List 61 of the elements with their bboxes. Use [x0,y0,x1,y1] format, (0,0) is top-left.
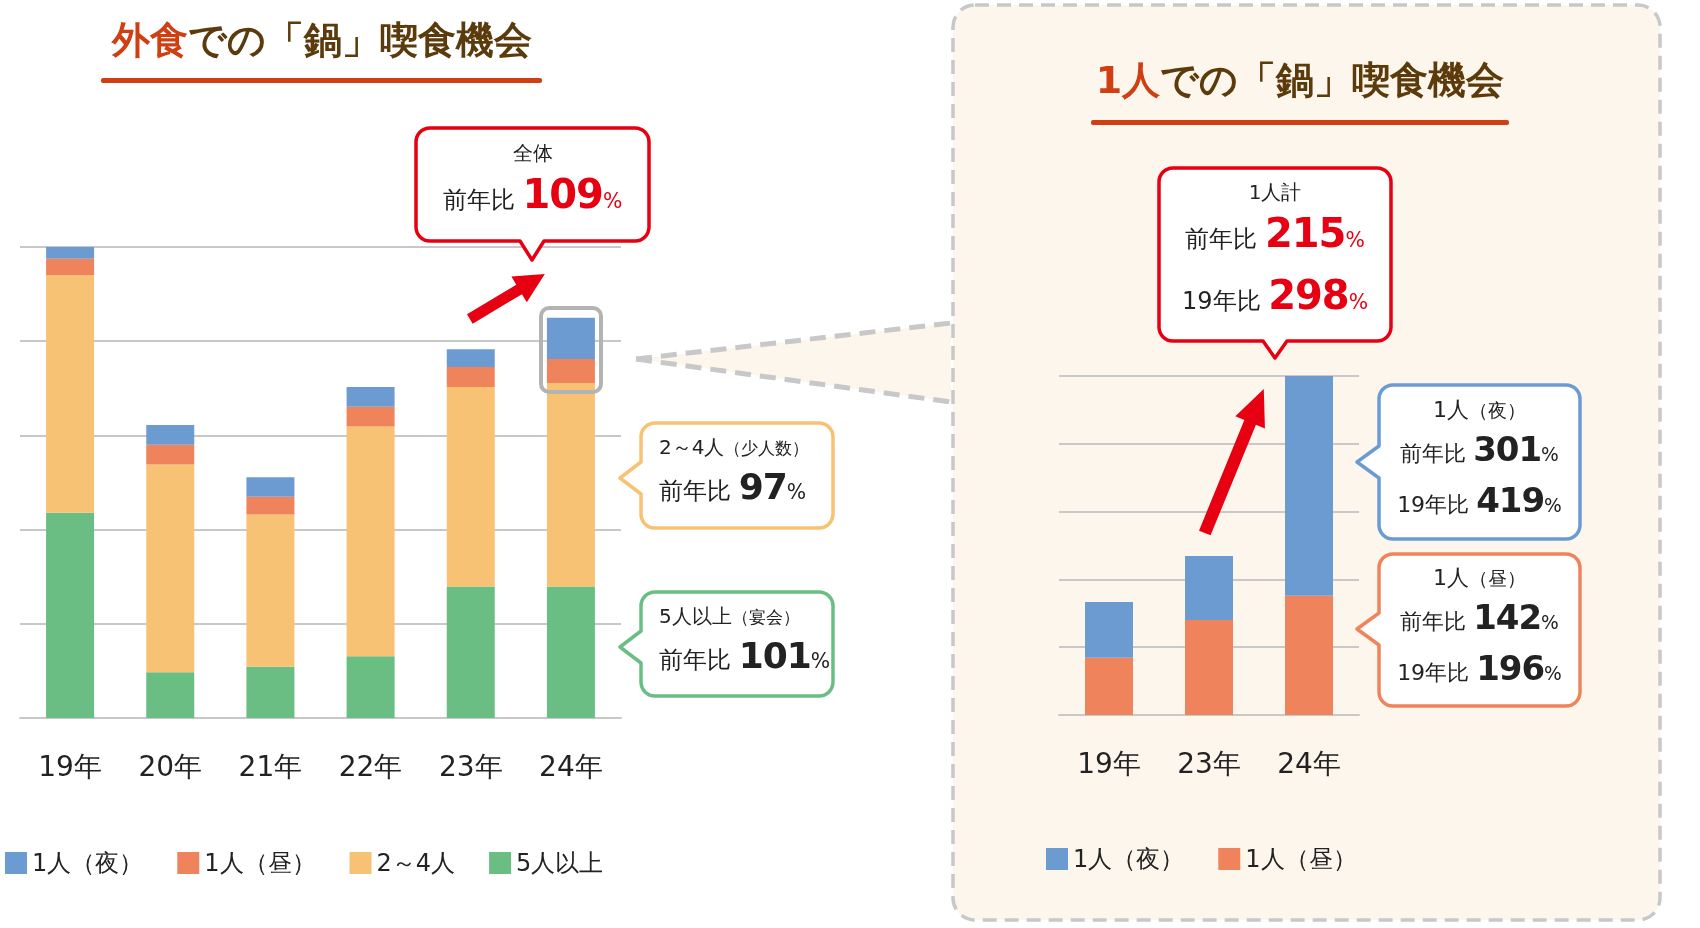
bar [46,512,95,718]
x-tick-label: 24年 [539,749,603,783]
bar [446,386,495,587]
bar [446,367,495,387]
bar [146,464,195,673]
x-tick-label: 23年 [1177,746,1241,780]
bar [546,586,595,718]
text: 前年比 97% [659,466,807,508]
legend-label: 1人（夜） [32,849,144,877]
text: 19年比 196% [1397,648,1562,689]
text: 前年比 109% [442,171,623,218]
bar [346,426,395,657]
bar [1285,595,1333,715]
text: 5人以上（宴会） [659,602,800,630]
bar [1185,556,1233,621]
x-tick-label: 24年 [1277,746,1341,780]
bar [1185,620,1233,715]
bar [446,586,495,718]
text: 前年比 301% [1400,428,1559,469]
bar [246,666,295,718]
text: 2～4人（少人数） [659,434,810,462]
text: 全体 [512,140,553,168]
x-tick-label: 21年 [238,749,303,783]
text: 19年比 298% [1181,272,1369,318]
bar [146,425,195,445]
chart-title: 外食での「鍋」喫食機会 [110,17,533,64]
x-tick-label: 19年 [38,749,102,783]
x-tick-label: 19年 [1077,746,1141,780]
bar [246,477,295,497]
bar [346,656,395,718]
bar [346,406,395,427]
bar [546,359,595,384]
text: 1人（夜） [1433,395,1526,424]
bar [346,386,395,407]
legend-label: 5人以上 [516,849,604,877]
text: 前年比 101% [659,634,831,676]
bar [246,514,295,667]
text: 1人（昼） [1433,563,1526,592]
bar [1085,602,1133,658]
x-tick-label: 20年 [138,749,203,783]
bar [46,258,95,276]
text: 前年比 215% [1185,210,1365,257]
legend-label: 2～4人 [376,849,456,877]
bar [1085,657,1133,715]
text: 19年比 419% [1397,480,1562,521]
legend-label: 1人（夜） [1073,845,1185,873]
bar [46,247,95,259]
bar [1285,376,1333,596]
x-tick-label: 23年 [438,749,503,783]
bar [246,496,295,515]
legend-label: 1人（昼） [1245,845,1357,873]
bar [146,444,195,465]
bar [546,317,595,360]
legend-label: 1人（昼） [204,849,316,877]
bar [46,275,95,513]
bar [446,349,495,368]
bar [146,672,195,718]
x-tick-label: 22年 [338,749,403,783]
text: 前年比 142% [1400,596,1559,637]
chart-title: 1人での「鍋」喫食機会 [1094,57,1506,104]
text: 1人計 [1248,179,1302,207]
